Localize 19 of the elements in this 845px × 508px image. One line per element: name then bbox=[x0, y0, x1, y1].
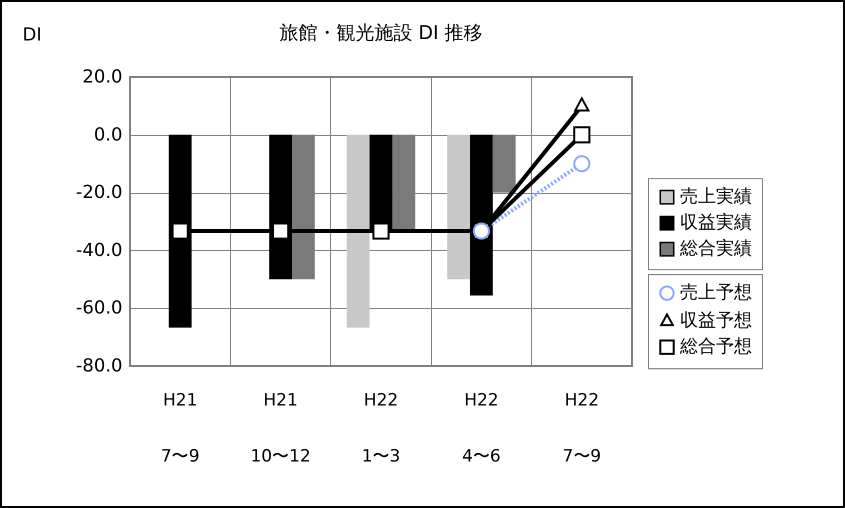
y-tick-label: 0.0 bbox=[94, 124, 122, 146]
y-axis-title: DI bbox=[22, 24, 42, 46]
legend-label: 総合実績 bbox=[679, 238, 752, 260]
legend-label: 売上実績 bbox=[680, 186, 752, 208]
y-tick-label: -80.0 bbox=[76, 356, 122, 376]
y-tick-label: -20.0 bbox=[76, 182, 122, 204]
legend-label: 収益予想 bbox=[680, 310, 752, 332]
category-label: H22 1〜3 bbox=[362, 390, 400, 466]
y-tick-label: -40.0 bbox=[76, 240, 122, 261]
category-label: H22 4〜6 bbox=[462, 390, 501, 466]
chart-title: 旅館・観光施設 DI 推移 bbox=[279, 22, 483, 44]
y-tick-label: -60.0 bbox=[76, 298, 122, 319]
legend-label: 総合予想 bbox=[679, 336, 752, 358]
y-tick-label: 20.0 bbox=[82, 66, 122, 88]
category-label: H21 10〜12 bbox=[250, 390, 311, 466]
legend-label: 売上予想 bbox=[680, 282, 752, 304]
legend-label: 収益実績 bbox=[680, 212, 752, 234]
category-label: H22 7〜9 bbox=[562, 390, 602, 466]
category-label: H21 7〜9 bbox=[160, 390, 200, 466]
